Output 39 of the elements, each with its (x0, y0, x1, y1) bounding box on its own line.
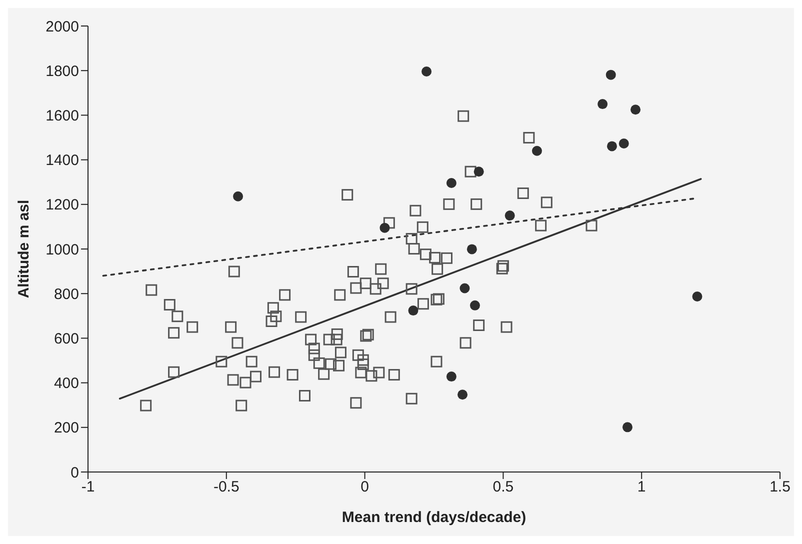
point (446, 178, 456, 188)
y-tick-label: 1000 (46, 241, 79, 258)
point (532, 146, 542, 156)
y-tick-label: 200 (54, 420, 79, 437)
point (408, 306, 418, 316)
y-tick-label: 1600 (46, 108, 79, 125)
x-tick-label: 1.5 (770, 478, 790, 496)
point (470, 300, 480, 310)
point (422, 66, 432, 76)
point (618, 138, 629, 149)
x-axis-title: Mean trend (days/decade) (342, 509, 526, 526)
x-tick-label: 0.5 (492, 478, 514, 496)
y-tick-label: 1200 (46, 196, 79, 214)
y-tick-label: 1400 (46, 152, 79, 170)
x-tick-label: -0.5 (213, 478, 240, 496)
point (446, 372, 456, 382)
point (504, 210, 515, 221)
point (606, 141, 617, 152)
y-tick-label: 600 (54, 330, 79, 348)
y-tick-label: 2000 (46, 18, 79, 36)
point (233, 191, 244, 202)
y-tick-label: 800 (54, 286, 79, 303)
point (466, 244, 477, 254)
y-tick-label: 0 (70, 464, 79, 482)
y-tick-label: 400 (54, 375, 79, 392)
point (460, 283, 470, 294)
point (692, 292, 702, 302)
x-tick-label: 0 (360, 478, 369, 496)
point (622, 422, 632, 432)
point (598, 99, 608, 110)
point (606, 70, 616, 80)
point (458, 390, 468, 400)
point (380, 222, 390, 233)
point (474, 166, 484, 177)
point (630, 104, 641, 115)
x-tick-label: -1 (81, 478, 95, 496)
x-tick-label: 1 (637, 478, 646, 496)
y-tick-label: 1800 (46, 62, 79, 80)
y-axis-title: Altitude m asl (15, 200, 32, 298)
